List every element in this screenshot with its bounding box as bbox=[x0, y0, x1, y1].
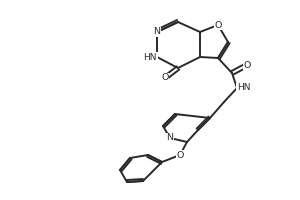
Text: O: O bbox=[176, 150, 184, 160]
Text: HN: HN bbox=[143, 52, 157, 62]
Text: N: N bbox=[154, 27, 160, 36]
Text: O: O bbox=[214, 21, 222, 29]
Text: HN: HN bbox=[237, 84, 250, 92]
Text: O: O bbox=[161, 73, 169, 82]
Text: N: N bbox=[167, 134, 173, 142]
Text: O: O bbox=[243, 60, 251, 70]
